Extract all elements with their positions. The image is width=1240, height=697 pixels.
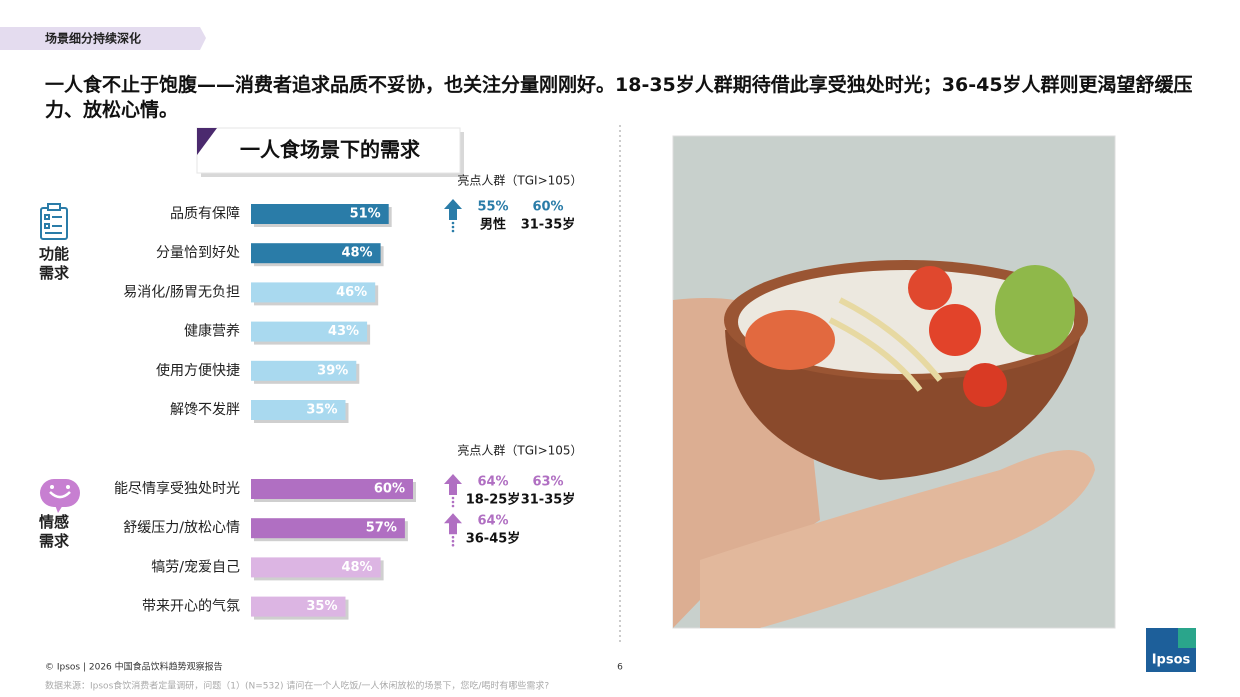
category-label: 健康营养: [184, 323, 240, 340]
value-label: 48%: [341, 560, 372, 575]
arrow-dot: [451, 225, 455, 229]
arrow-dot: [451, 500, 455, 504]
value-label: 43%: [328, 324, 359, 339]
category-label: 解馋不发胖: [170, 402, 240, 418]
value-label: 48%: [341, 246, 372, 261]
panel-corner: [197, 128, 217, 155]
highlight-group: 31-35岁: [521, 217, 576, 233]
bar: [251, 518, 405, 539]
highlight-group: 31-35岁: [521, 492, 576, 508]
bar: [251, 204, 389, 224]
bar: [251, 360, 357, 381]
highlight-share: 64%: [477, 514, 508, 529]
highlight-share: 55%: [477, 200, 508, 215]
highlight-group: 18-25岁: [466, 492, 521, 508]
category-label: 能尽情享受独处时光: [114, 480, 240, 497]
logo-accent: [1178, 628, 1196, 648]
arrow-dot: [451, 535, 455, 539]
value-label: 57%: [366, 521, 397, 536]
section-tag: 场景细分持续深化: [45, 31, 141, 46]
arrow-dot: [451, 221, 455, 225]
copyright: © Ipsos | 2026 中国食品饮料趋势观察报告: [45, 661, 223, 673]
value-label: 51%: [350, 207, 381, 222]
highlight-arrow: [444, 513, 462, 535]
group-label: 功能需求: [38, 245, 69, 282]
arrow-dot: [451, 496, 455, 500]
bar: [251, 479, 413, 499]
highlight-group: 男性: [480, 217, 506, 233]
photo: [672, 135, 1116, 629]
emotion-icon: [40, 479, 80, 513]
value-label: 39%: [317, 363, 348, 378]
category-label: 分量恰到好处: [156, 245, 240, 261]
category-label: 使用方便快捷: [156, 362, 240, 379]
category-label: 带来开心的气氛: [142, 599, 240, 615]
value-label: 60%: [374, 482, 405, 497]
bar: [251, 557, 381, 578]
highlight-share: 60%: [532, 200, 563, 215]
panel-title: 一人食场景下的需求: [240, 138, 421, 162]
category-label: 犒劳/宠爱自己: [151, 559, 240, 575]
bar: [251, 400, 346, 420]
value-label: 46%: [336, 285, 367, 300]
section-tag-bg: [0, 27, 206, 50]
value-label: 35%: [306, 599, 337, 614]
bar: [251, 596, 346, 617]
highlight-group: 36-45岁: [466, 531, 521, 547]
category-label: 舒缓压力/放松心情: [123, 520, 240, 536]
bar: [251, 321, 368, 342]
highlight-arrow: [444, 199, 462, 220]
arrow-dot: [451, 229, 455, 233]
headline: 一人食不止于饱腹——消费者追求品质不妥协，也关注分量刚刚好。18-35岁人群期待…: [45, 74, 1193, 121]
page-number: 6: [617, 663, 623, 673]
bar: [251, 243, 381, 264]
highlight-title: 亮点人群（TGI>105）: [457, 443, 582, 458]
highlight-title: 亮点人群（TGI>105）: [457, 173, 582, 188]
function-icon: [40, 203, 68, 240]
group-label: 情感需求: [38, 513, 69, 550]
highlight-arrow: [444, 474, 462, 495]
arrow-dot: [451, 539, 455, 543]
highlight-share: 63%: [532, 475, 563, 490]
source: 数据来源：Ipsos食饮消费者定量调研，问题（1）(N=532) 请问在一个人吃…: [45, 680, 549, 692]
logo: Ipsos: [1152, 653, 1191, 668]
category-label: 易消化/肠胃无负担: [123, 284, 240, 300]
arrow-dot: [451, 543, 455, 547]
arrow-dot: [451, 504, 455, 508]
highlight-share: 64%: [477, 475, 508, 490]
bar: [251, 282, 376, 303]
value-label: 35%: [306, 403, 337, 418]
category-label: 品质有保障: [170, 206, 240, 222]
